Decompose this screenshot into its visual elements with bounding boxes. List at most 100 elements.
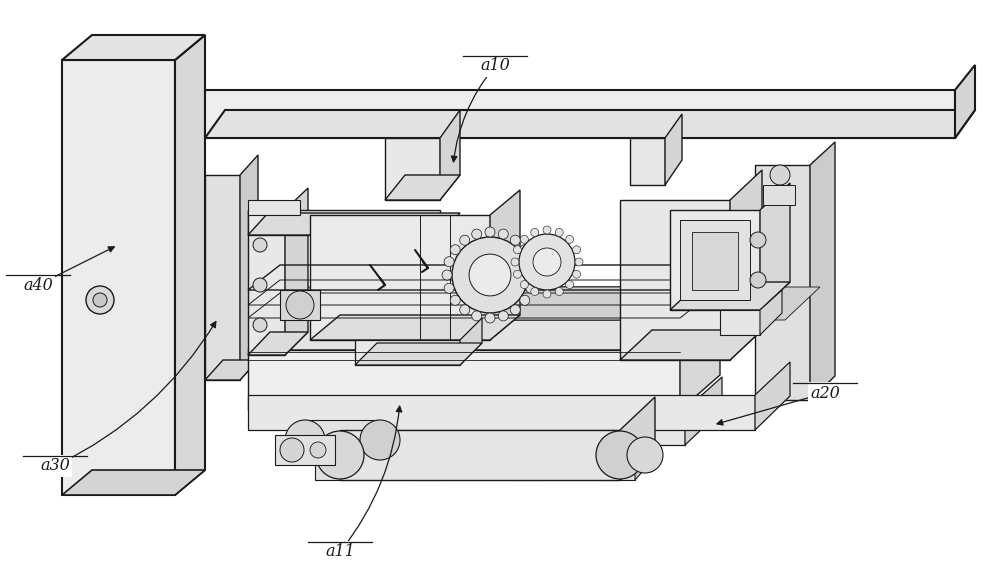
Circle shape: [285, 420, 325, 460]
Polygon shape: [680, 220, 750, 300]
Polygon shape: [670, 210, 760, 310]
Circle shape: [472, 229, 482, 239]
Polygon shape: [665, 114, 682, 185]
Polygon shape: [620, 200, 730, 360]
Polygon shape: [205, 110, 975, 138]
Polygon shape: [62, 470, 205, 495]
Polygon shape: [350, 428, 365, 480]
Circle shape: [442, 270, 452, 280]
Polygon shape: [315, 445, 350, 480]
Circle shape: [510, 305, 520, 315]
Polygon shape: [205, 360, 258, 380]
Polygon shape: [810, 142, 835, 400]
Polygon shape: [385, 138, 440, 200]
Circle shape: [444, 284, 454, 293]
Polygon shape: [290, 410, 685, 445]
Circle shape: [520, 281, 528, 289]
Circle shape: [460, 235, 470, 245]
Polygon shape: [692, 232, 738, 290]
Circle shape: [460, 305, 470, 315]
Circle shape: [566, 281, 574, 289]
Polygon shape: [955, 65, 975, 138]
Circle shape: [360, 420, 400, 460]
Polygon shape: [62, 35, 205, 60]
Text: a20: a20: [810, 385, 840, 401]
Polygon shape: [310, 215, 490, 340]
Polygon shape: [685, 377, 722, 445]
Circle shape: [485, 313, 495, 323]
Text: a40: a40: [23, 277, 53, 293]
Circle shape: [555, 228, 563, 236]
Polygon shape: [248, 210, 285, 355]
Polygon shape: [620, 330, 762, 360]
Polygon shape: [680, 315, 720, 410]
Circle shape: [596, 431, 644, 479]
Polygon shape: [460, 318, 482, 365]
Polygon shape: [763, 185, 795, 205]
Polygon shape: [280, 290, 320, 320]
Polygon shape: [635, 428, 650, 480]
Circle shape: [519, 234, 575, 290]
Circle shape: [450, 245, 460, 255]
Circle shape: [566, 235, 574, 243]
Circle shape: [543, 226, 551, 234]
Polygon shape: [265, 287, 730, 320]
Polygon shape: [545, 428, 560, 480]
Polygon shape: [248, 395, 755, 430]
Circle shape: [573, 246, 581, 254]
Circle shape: [485, 227, 495, 237]
Circle shape: [528, 270, 538, 280]
Polygon shape: [62, 60, 175, 495]
Circle shape: [520, 235, 528, 243]
Polygon shape: [305, 420, 380, 460]
Circle shape: [531, 288, 539, 296]
Polygon shape: [440, 110, 460, 200]
Circle shape: [770, 165, 790, 185]
Polygon shape: [355, 340, 460, 365]
Polygon shape: [385, 175, 460, 200]
Circle shape: [253, 318, 267, 332]
Circle shape: [511, 258, 519, 266]
Circle shape: [444, 257, 454, 267]
Polygon shape: [720, 310, 760, 335]
Circle shape: [533, 248, 561, 276]
Polygon shape: [248, 332, 308, 355]
Polygon shape: [205, 90, 955, 138]
Circle shape: [750, 272, 766, 288]
Polygon shape: [760, 183, 790, 310]
Polygon shape: [175, 35, 205, 495]
Circle shape: [316, 431, 364, 479]
Polygon shape: [760, 290, 782, 335]
Circle shape: [526, 284, 536, 293]
Polygon shape: [445, 428, 460, 480]
Circle shape: [253, 278, 267, 292]
Circle shape: [452, 237, 528, 313]
Polygon shape: [490, 190, 520, 340]
Polygon shape: [340, 430, 620, 480]
Circle shape: [526, 257, 536, 267]
Polygon shape: [205, 175, 240, 380]
Circle shape: [472, 311, 482, 321]
Circle shape: [280, 438, 304, 462]
Circle shape: [286, 291, 314, 319]
Polygon shape: [355, 287, 775, 320]
Polygon shape: [730, 170, 762, 360]
Polygon shape: [600, 445, 635, 480]
Polygon shape: [248, 350, 680, 410]
Polygon shape: [248, 200, 300, 215]
Polygon shape: [755, 362, 790, 430]
Text: a10: a10: [480, 57, 510, 75]
Circle shape: [450, 295, 460, 305]
Circle shape: [498, 311, 508, 321]
Polygon shape: [248, 315, 720, 350]
Circle shape: [86, 286, 114, 314]
Circle shape: [575, 258, 583, 266]
Text: a30: a30: [40, 457, 70, 475]
Circle shape: [513, 246, 521, 254]
Polygon shape: [240, 155, 258, 380]
Polygon shape: [310, 315, 520, 340]
Polygon shape: [755, 165, 810, 400]
Polygon shape: [630, 138, 665, 185]
Polygon shape: [248, 213, 460, 235]
Circle shape: [510, 235, 520, 245]
